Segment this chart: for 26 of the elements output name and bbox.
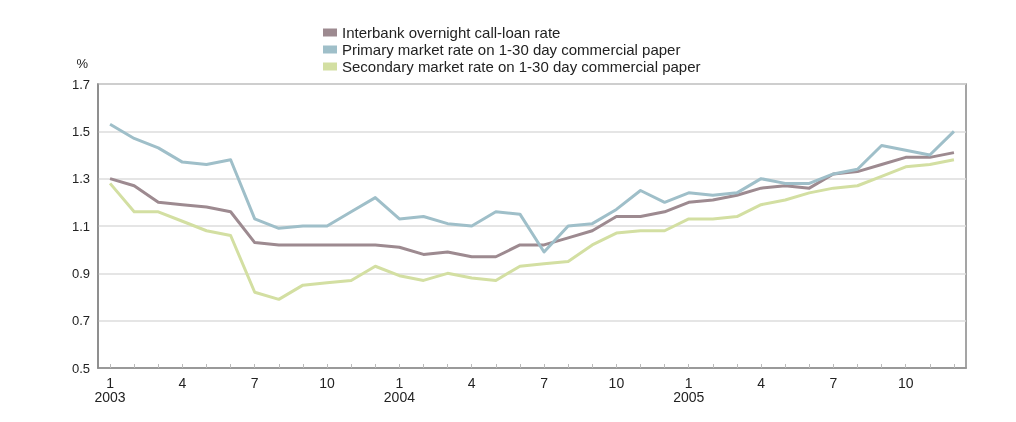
x-tick-label: 4 (757, 375, 766, 391)
y-tick-label: 0.5 (71, 360, 90, 376)
y-tick-label: 0.9 (71, 265, 90, 281)
legend-label: Secondary market rate on 1-30 day commercial paper (342, 58, 701, 75)
y-tick-label: 1.5 (71, 123, 90, 139)
legend-label: Interbank overnight call-loan rate (342, 24, 561, 41)
legend-label: Primary market rate on 1-30 day commercial paper (342, 41, 681, 58)
y-tick-label: 1.3 (71, 171, 90, 187)
x-tick-label: 1 2004 (383, 375, 416, 405)
line-series (108, 158, 956, 301)
line-series (108, 151, 956, 259)
y-tick-label: 0.7 (71, 313, 90, 329)
y-tick-label: 1.7 (71, 76, 90, 92)
x-tick-label: 1 2005 (673, 375, 705, 405)
x-tick-label: 7 (540, 375, 549, 391)
x-tick-label: 4 (178, 375, 187, 391)
y-axis-title: % (76, 56, 89, 71)
line-series (108, 122, 956, 254)
x-tick-label: 4 (467, 375, 476, 391)
x-tick-label: 1 2003 (94, 375, 126, 405)
x-tick-label: 10 (897, 375, 914, 391)
x-tick-label: 10 (319, 375, 336, 391)
x-tick-label: 10 (608, 375, 625, 391)
x-tick-label: 7 (829, 375, 838, 391)
x-tick-label: 7 (250, 375, 259, 391)
y-tick-label: 1.1 (71, 218, 90, 234)
